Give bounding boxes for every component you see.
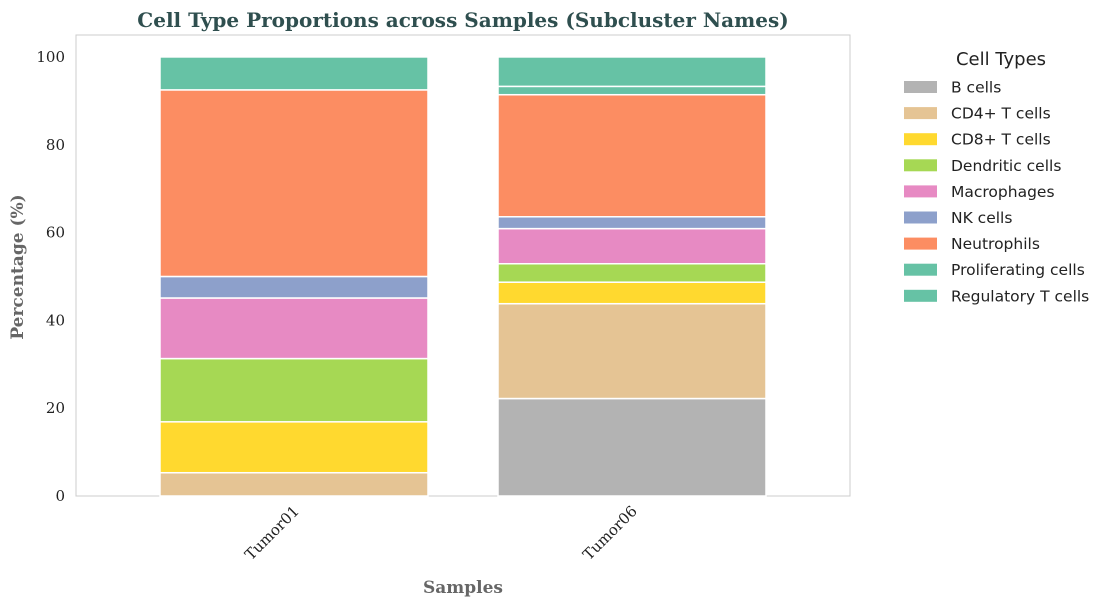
legend-swatch-dendritic-cells	[904, 159, 937, 172]
legend-label-regulatory-t-cells: Regulatory T cells	[951, 287, 1089, 305]
legend-swatch-macrophages	[904, 185, 937, 198]
legend-swatch-cd8-t-cells	[904, 133, 937, 146]
legend-label-b-cells: B cells	[951, 79, 1001, 97]
bar-segment-macrophages-tumor01	[159, 297, 429, 360]
legend-swatch-b-cells	[904, 81, 937, 93]
plot-area-frame	[75, 34, 851, 497]
legend-swatch-neutrophils	[904, 237, 937, 250]
x-axis-ticks: Tumor01 Tumor06	[241, 502, 641, 564]
legend-swatch-regulatory-t-cells	[904, 289, 937, 302]
legend-label-cd4-t-cells: CD4+ T cells	[951, 105, 1051, 123]
x-tick-label: Tumor01	[241, 502, 303, 564]
legend: Cell Types B cells CD4+ T cells CD8+ T cel…	[904, 49, 1089, 305]
y-tick-label: 60	[46, 224, 65, 242]
y-axis-ticks: 0 20 40 60 80 100	[36, 48, 65, 505]
bar-segment-neutrophils-tumor06	[497, 93, 767, 218]
x-tick-label: Tumor06	[579, 502, 641, 564]
chart-title: Cell Type Proportions across Samples (Su…	[137, 8, 788, 32]
legend-swatch-proliferating-cells	[904, 263, 937, 276]
bar-segment-cd4-t-cells-tumor06	[497, 302, 767, 400]
legend-swatch-nk-cells	[904, 211, 937, 224]
bar-segment-regulatory-t-cells-tumor06	[497, 56, 767, 88]
y-tick-label: 80	[46, 136, 65, 154]
bar-segment-cd8-t-cells-tumor06	[497, 281, 767, 305]
bar-segment-proliferating-cells-tumor06	[497, 85, 767, 96]
x-axis-label: Samples	[423, 578, 503, 598]
bar-segment-nk-cells-tumor06	[497, 216, 767, 230]
bar-segment-neutrophils-tumor01	[159, 89, 429, 278]
bar-segment-b-cells-tumor06	[497, 397, 767, 497]
y-tick-label: 40	[46, 311, 65, 329]
legend-title: Cell Types	[956, 49, 1046, 70]
legend-swatch-cd4-t-cells	[904, 107, 937, 120]
bar-segment-cd8-t-cells-tumor01	[159, 421, 429, 474]
bar-segment-cd4-t-cells-tumor01	[159, 471, 429, 497]
legend-label-nk-cells: NK cells	[951, 209, 1012, 227]
legend-label-cd8-t-cells: CD8+ T cells	[951, 131, 1051, 149]
bar-segment-regulatory-t-cells-tumor01	[159, 56, 429, 91]
legend-label-dendritic-cells: Dendritic cells	[951, 157, 1061, 175]
y-tick-label: 0	[55, 487, 65, 505]
legend-label-macrophages: Macrophages	[951, 183, 1055, 201]
bar-segment-nk-cells-tumor01	[159, 275, 429, 299]
bars	[159, 56, 767, 497]
bar-segment-dendritic-cells-tumor01	[159, 357, 429, 423]
legend-label-proliferating-cells: Proliferating cells	[951, 261, 1085, 279]
y-axis-label: Percentage (%)	[8, 194, 28, 339]
y-tick-label: 100	[36, 48, 65, 66]
y-tick-label: 20	[46, 399, 65, 417]
bar-segment-dendritic-cells-tumor06	[497, 262, 767, 283]
bar-segment-macrophages-tumor06	[497, 227, 767, 265]
legend-label-neutrophils: Neutrophils	[951, 235, 1040, 253]
